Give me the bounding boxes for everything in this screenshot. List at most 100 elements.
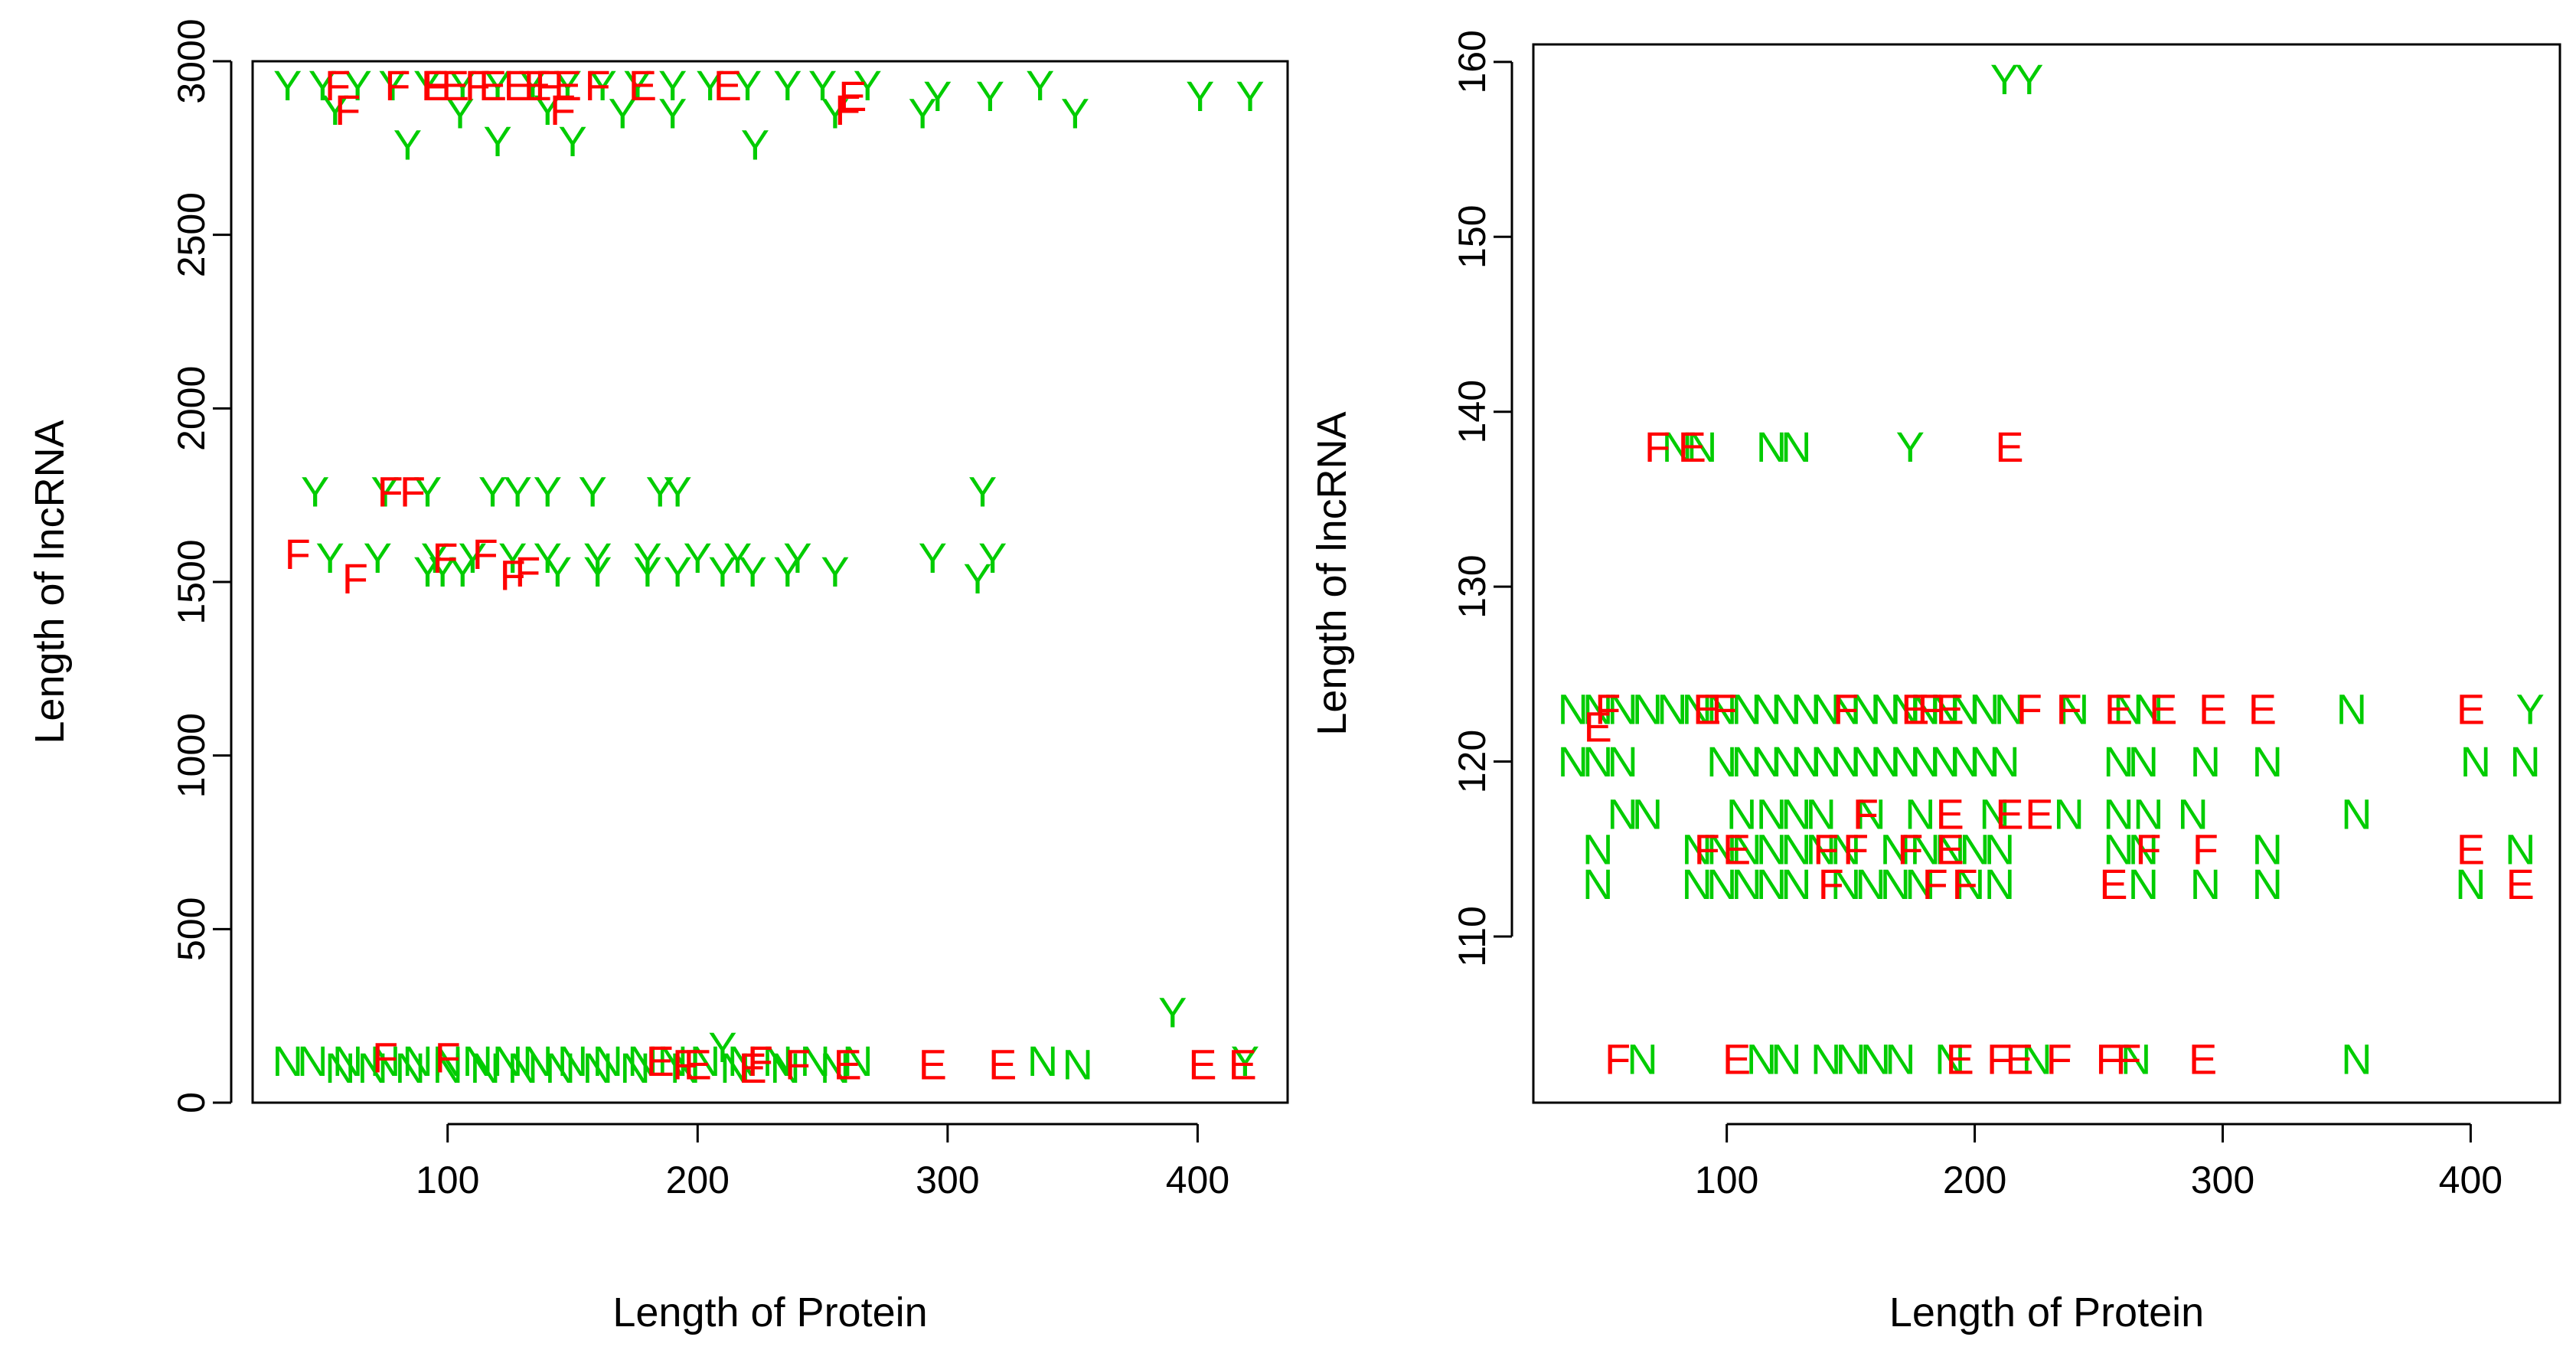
point-n: N	[1607, 685, 1637, 734]
point-f: F	[342, 554, 368, 603]
point-n: N	[1934, 825, 1965, 873]
point-y: Y	[783, 534, 811, 582]
point-n: N	[762, 1037, 793, 1085]
point-e: E	[2248, 685, 2277, 734]
point-n: N	[619, 1044, 650, 1092]
y-axis-title: Length of lncRNA	[27, 420, 73, 744]
point-f: F	[747, 1037, 773, 1085]
point-n: N	[1949, 685, 1980, 734]
point-n: N	[1657, 685, 1687, 734]
point-y: Y	[646, 468, 674, 516]
point-y: Y	[413, 548, 442, 596]
point-f: F	[672, 1041, 698, 1089]
point-f: F	[465, 61, 491, 110]
point-e: E	[2506, 860, 2534, 908]
point-y: Y	[503, 468, 531, 516]
point-y: Y	[976, 72, 1004, 120]
point-f: F	[534, 61, 560, 110]
point-e: E	[1935, 825, 1964, 873]
point-n: N	[2103, 737, 2134, 786]
point-n: N	[720, 1044, 750, 1092]
point-n: N	[2505, 825, 2535, 873]
point-n: N	[2128, 825, 2159, 873]
point-y: Y	[478, 468, 507, 516]
point-e: E	[988, 1041, 1017, 1089]
point-n: N	[1870, 685, 1901, 734]
x-tick-label: 400	[2439, 1159, 2503, 1201]
point-n: N	[670, 1044, 700, 1092]
point-n: N	[1682, 685, 1712, 734]
point-y: Y	[316, 534, 344, 582]
point-f: F	[514, 548, 540, 596]
y-tick-label: 160	[1451, 30, 1494, 93]
point-n: N	[1791, 737, 1821, 786]
point-n: N	[402, 1037, 433, 1085]
point-f: F	[285, 530, 311, 578]
point-f: F	[1694, 825, 1720, 873]
point-e: E	[684, 1041, 712, 1089]
point-n: N	[820, 1044, 851, 1092]
point-e: E	[2189, 1035, 2217, 1083]
point-n: N	[332, 1037, 363, 1085]
point-e: E	[2104, 685, 2133, 734]
point-y: Y	[393, 120, 422, 168]
point-y: Y	[663, 468, 691, 516]
point-n: N	[1726, 790, 1757, 838]
point-y: Y	[968, 468, 997, 516]
point-n: N	[1885, 1035, 1915, 1083]
point-e: E	[1935, 790, 1964, 838]
point-n: N	[1731, 825, 1761, 873]
point-e: E	[738, 1044, 766, 1092]
point-n: N	[1880, 860, 1911, 908]
point-n: N	[727, 1037, 758, 1085]
point-n: N	[2509, 737, 2540, 786]
x-tick-label: 100	[1695, 1159, 1758, 1201]
point-n: N	[627, 1037, 658, 1085]
plot-frame	[251, 60, 1289, 1104]
point-n: N	[1929, 737, 1960, 786]
point-y: Y	[696, 61, 724, 110]
point-n: N	[2133, 790, 2163, 838]
point-n: N	[2252, 860, 2283, 908]
point-f: F	[1951, 860, 1977, 908]
point-e: E	[1722, 825, 1751, 873]
point-y: Y	[301, 468, 329, 516]
point-y: Y	[919, 534, 947, 582]
point-y: Y	[553, 61, 582, 110]
point-y: Y	[459, 534, 487, 582]
point-y: Y	[1896, 423, 1925, 471]
point-n: N	[297, 1037, 328, 1085]
point-f: F	[1897, 825, 1923, 873]
point-f: F	[384, 61, 410, 110]
point-e: E	[646, 1037, 674, 1085]
point-n: N	[370, 1037, 400, 1085]
point-f: F	[325, 61, 351, 110]
point-n: N	[1756, 423, 1787, 471]
point-n: N	[2128, 737, 2159, 786]
point-n: N	[1632, 790, 1663, 838]
point-n: N	[1662, 423, 1693, 471]
x-axis-title: Length of Protein	[1889, 1290, 2204, 1335]
point-n: N	[1027, 1037, 1058, 1085]
point-n: N	[1731, 860, 1761, 908]
y-tick-label: 120	[1451, 730, 1494, 793]
point-n: N	[1969, 737, 2000, 786]
point-f: F	[1833, 685, 1859, 734]
y-tick-label: 0	[170, 1092, 213, 1113]
point-y: Y	[1026, 61, 1054, 110]
point-e: E	[834, 1041, 862, 1089]
point-n: N	[2252, 737, 2283, 786]
point-e: E	[478, 61, 507, 110]
point-n: N	[1855, 790, 1885, 838]
point-y: Y	[1236, 72, 1264, 120]
point-n: N	[2103, 790, 2134, 838]
point-y: Y	[684, 534, 712, 582]
point-n: N	[1756, 825, 1787, 873]
point-n: N	[1682, 825, 1712, 873]
point-n: N	[2336, 685, 2367, 734]
point-n: N	[800, 1037, 831, 1085]
point-n: N	[2128, 860, 2159, 908]
point-f: F	[1595, 685, 1621, 734]
point-n: N	[1979, 790, 2010, 838]
